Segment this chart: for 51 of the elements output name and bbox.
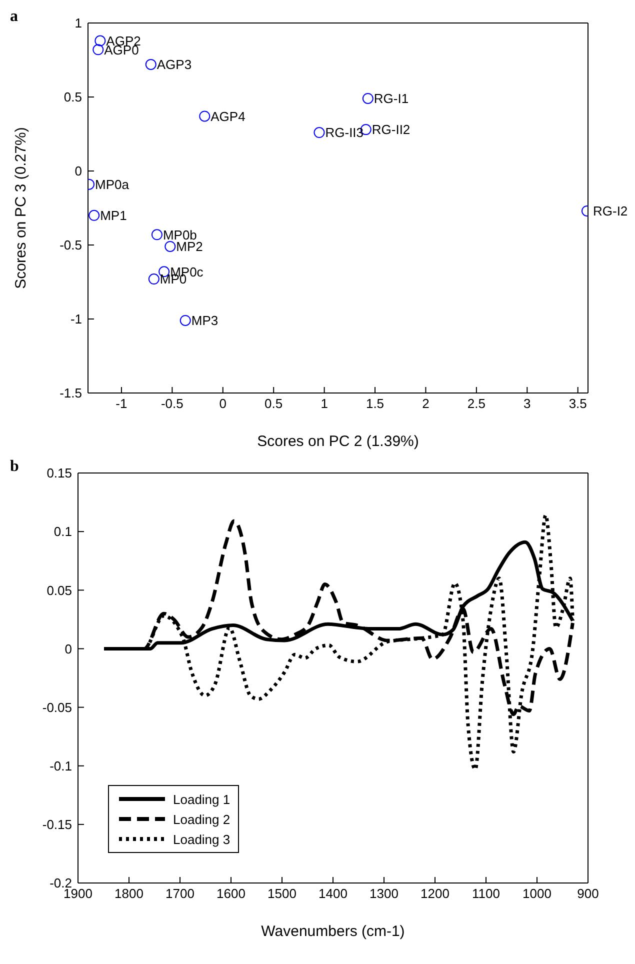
annotation: MP3 — [191, 313, 218, 328]
x-tick-label: 3 — [524, 396, 531, 412]
x-tick-label: 1500 — [268, 886, 296, 902]
chart-title: b — [10, 458, 19, 476]
x-axis-title: Scores on PC 2 (1.39%) — [257, 433, 419, 450]
x-tick-label: 1900 — [64, 886, 92, 902]
y-tick-label: -1.5 — [60, 386, 82, 401]
y-tick-label: 0.15 — [46, 466, 72, 481]
x-tick-label: 2.5 — [467, 396, 486, 412]
x-tick-label: -1 — [116, 396, 128, 412]
annotation: MP1 — [100, 208, 127, 224]
annotation: MP0a — [95, 176, 130, 192]
y-tick-label: 0.1 — [54, 524, 72, 540]
x-tick-label: 3.5 — [568, 396, 587, 412]
x-tick-label: 1600 — [216, 886, 246, 902]
x-tick-label: 1700 — [166, 886, 194, 902]
legend-label: Loading 2 — [173, 812, 230, 826]
y-tick-label: -0.05 — [42, 700, 72, 715]
legend-label: Loading 1 — [173, 792, 230, 806]
annotation: AGP3 — [156, 57, 192, 72]
x-tick-label: 1200 — [420, 886, 450, 902]
x-tick-label: 1 — [320, 396, 328, 412]
y-tick-label: -1 — [70, 312, 82, 327]
x-tick-label: 900 — [577, 886, 599, 902]
x-axis-title: Wavenumbers (cm-1) — [261, 923, 405, 940]
y-tick-label: -0.15 — [42, 817, 72, 832]
annotation: RG-II2 — [372, 122, 410, 138]
annotation: RG-I1 — [374, 91, 409, 106]
x-tick-label: 0 — [219, 396, 227, 412]
x-tick-label: 1.5 — [366, 396, 384, 412]
annotation: AGP4 — [210, 108, 246, 124]
x-tick-label: 1300 — [370, 886, 398, 902]
x-tick-label: 1800 — [114, 886, 144, 902]
annotation: RG-I2 — [592, 204, 628, 219]
annotation: RG-II3 — [325, 125, 364, 140]
x-tick-label: 1400 — [318, 886, 348, 902]
x-tick-label: 1000 — [522, 886, 552, 902]
y-tick-label: 0 — [74, 164, 82, 179]
y-tick-label: 1 — [74, 16, 82, 31]
y-tick-label: 0.5 — [64, 90, 82, 105]
chart-title: a — [10, 8, 18, 26]
y-axis-title: Scores on PC 3 (0.27%) — [12, 127, 30, 289]
y-tick-label: -0.1 — [50, 758, 72, 774]
y-tick-label: -0.5 — [60, 238, 82, 253]
legend-label: Loading 3 — [173, 832, 230, 846]
y-tick-label: 0 — [64, 641, 72, 656]
x-tick-label: -0.5 — [160, 396, 184, 412]
x-tick-label: 0.5 — [264, 396, 283, 412]
y-tick-label: 0.05 — [46, 582, 72, 598]
x-tick-label: 2 — [422, 396, 430, 412]
x-tick-label: 1100 — [472, 886, 500, 902]
